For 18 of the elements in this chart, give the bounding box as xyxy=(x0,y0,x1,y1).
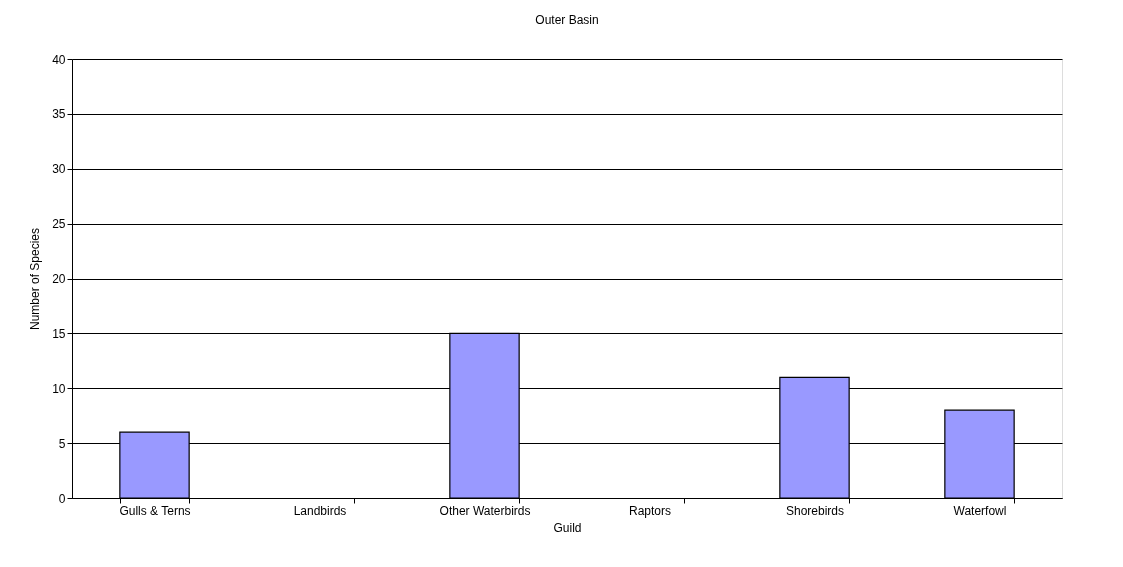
y-tick-label: 30 xyxy=(52,162,66,177)
x-tick-label: Other Waterbirds xyxy=(439,503,531,518)
x-tick-label: Raptors xyxy=(628,503,672,518)
x-tick-label: Landbirds xyxy=(293,503,347,518)
y-tick-label: 15 xyxy=(52,326,66,341)
x-tick-label: Shorebirds xyxy=(785,503,845,518)
chart-title: Outer Basin xyxy=(535,13,599,27)
y-axis-title: Number of Species xyxy=(28,227,43,331)
y-tick-label: 25 xyxy=(52,217,66,232)
y-tick-label: 5 xyxy=(58,436,66,451)
y-tick-label: 20 xyxy=(52,272,66,286)
y-tick-label: 0 xyxy=(58,491,66,506)
y-tick-label: 35 xyxy=(52,107,66,122)
x-axis-title: Guild xyxy=(553,520,582,535)
y-tick-label: 40 xyxy=(52,52,66,67)
x-tick-label: Waterfowl xyxy=(953,503,1007,518)
y-tick-label: 10 xyxy=(52,381,66,396)
x-tick-label: Gulls & Terns xyxy=(119,503,191,518)
